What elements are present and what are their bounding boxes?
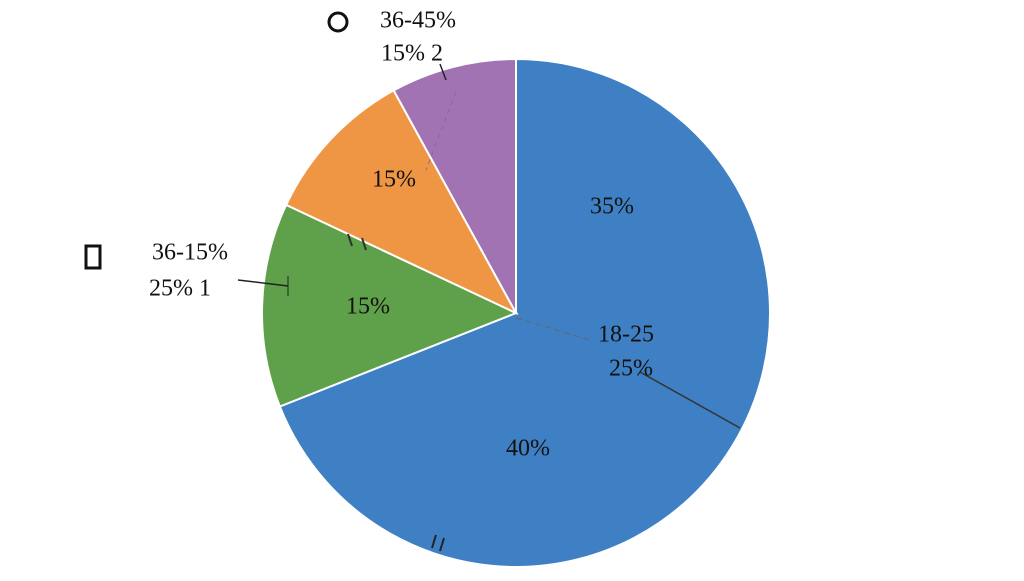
annotation: 25% 1 [149,276,211,302]
category-label: 36-45% [380,8,456,34]
annotation: 15% 2 [381,41,443,67]
leader-arrow [439,63,447,81]
labels: 18-25 36-15% 36-45% 35% 40% 25% 15% 15% 15% 2 25%… [149,8,654,462]
leader-line [425,91,457,171]
leader-lines [237,63,741,552]
leader-line [639,371,741,429]
icon [84,244,102,270]
icon [327,11,349,33]
pie-slice [261,203,519,408]
pie-slice [278,57,771,568]
icons [84,11,349,270]
annotation: 25% [609,356,653,382]
tick [347,233,353,247]
annotation: 15% [372,167,416,193]
annotation: 40% [506,436,550,462]
annotation: 35% [590,194,634,220]
annotation: 15% [346,294,390,320]
leader-arrow [237,279,289,287]
category-label: 36-15% [152,240,228,266]
tick [361,237,367,251]
pie-slice [392,57,517,314]
pie-slice [284,89,519,316]
pie [261,57,771,568]
tick [439,537,445,552]
category-label: 18-25 [598,322,654,348]
leader-line [515,317,591,341]
tick [431,534,437,549]
